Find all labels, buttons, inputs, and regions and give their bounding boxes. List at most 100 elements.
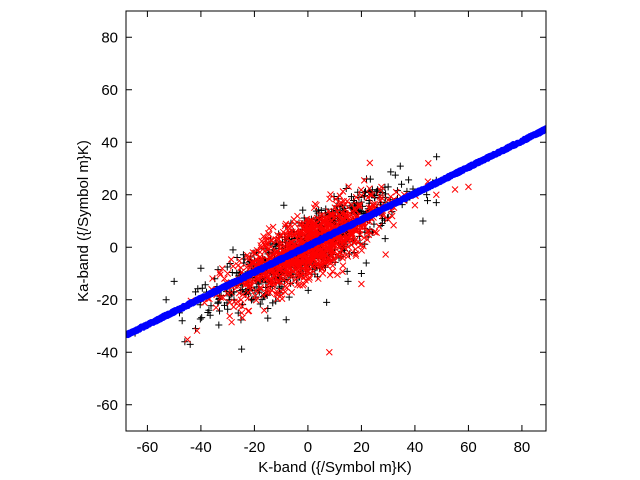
data-point-cross <box>269 223 277 231</box>
data-point-cross <box>239 291 247 298</box>
data-point-cross <box>258 274 265 282</box>
data-point-cross <box>250 259 257 267</box>
data-point-cross <box>244 294 252 302</box>
data-point-cross <box>252 287 260 295</box>
data-point-cross <box>227 256 235 263</box>
data-point-cross <box>344 243 352 251</box>
data-point-cross <box>334 271 341 279</box>
data-point-cross <box>221 275 228 282</box>
data-point-cross <box>357 186 365 194</box>
data-point-cross <box>218 265 226 272</box>
data-point-plus <box>192 288 200 296</box>
data-point-cross <box>244 289 252 297</box>
data-point-cross <box>358 224 366 231</box>
data-point-plus <box>234 309 242 317</box>
data-point-cross <box>352 250 360 258</box>
data-point-cross <box>354 225 362 233</box>
data-point-cross <box>262 276 269 284</box>
data-point-plus <box>405 176 413 184</box>
data-point-cross <box>334 251 342 259</box>
data-point-cross <box>260 307 268 314</box>
x-tick-label: 60 <box>460 439 477 456</box>
data-point-plus <box>201 281 209 289</box>
data-point-cross <box>327 191 334 198</box>
data-point-cross <box>324 223 331 231</box>
data-point-plus <box>178 317 186 325</box>
data-point-plus <box>424 197 432 205</box>
data-point-cross <box>465 183 472 191</box>
data-point-plus <box>207 302 215 310</box>
data-point-cross <box>331 204 339 211</box>
data-point-cross <box>382 251 390 258</box>
data-point-cross <box>263 240 270 248</box>
data-point-plus <box>354 188 362 196</box>
x-tick-label: -20 <box>244 439 266 456</box>
data-point-cross <box>377 186 384 194</box>
data-point-cross <box>257 256 265 264</box>
data-point-plus <box>378 219 386 227</box>
data-point-cross <box>324 258 332 266</box>
data-point-cross <box>330 214 338 222</box>
data-point-cross <box>264 273 271 280</box>
data-point-cross <box>329 268 336 275</box>
x-tick-label: -60 <box>137 439 159 456</box>
data-point-plus <box>344 277 352 285</box>
data-point-cross <box>248 259 256 267</box>
data-point-cross <box>336 201 344 208</box>
data-point-cross <box>299 264 307 272</box>
data-point-cross <box>267 243 275 251</box>
data-point-cross <box>361 223 369 231</box>
data-point-cross <box>345 183 352 190</box>
data-point-plus <box>357 270 365 277</box>
x-tick-label: 0 <box>304 439 312 456</box>
data-point-cross <box>390 221 397 229</box>
y-tick-label: -60 <box>96 397 118 414</box>
data-point-plus <box>215 321 223 329</box>
data-point-cross <box>303 220 311 227</box>
data-point-cross <box>345 249 353 256</box>
data-point-plus <box>366 175 374 183</box>
data-point-plus <box>362 259 370 267</box>
data-point-cross <box>272 290 280 298</box>
data-point-cross <box>360 234 368 242</box>
data-point-cross <box>318 247 326 255</box>
data-point-cross <box>371 228 379 236</box>
data-point-plus <box>433 153 441 161</box>
data-point-plus <box>238 345 246 353</box>
data-point-cross <box>252 296 260 304</box>
data-point-cross <box>287 280 295 287</box>
data-point-plus <box>304 286 312 294</box>
data-point-cross <box>274 278 282 285</box>
data-point-cross <box>356 226 364 234</box>
data-point-cross <box>341 201 349 208</box>
data-point-cross <box>411 201 419 209</box>
data-point-plus <box>398 180 406 188</box>
data-point-cross <box>306 270 314 277</box>
data-point-cross <box>424 159 432 167</box>
data-point-plus <box>312 207 320 215</box>
data-point-cross <box>193 327 201 335</box>
data-point-cross <box>296 271 304 279</box>
data-point-cross <box>384 215 392 223</box>
data-point-cross <box>348 201 356 209</box>
data-point-cross <box>360 177 368 184</box>
x-axis-label: K-band ({/Symbol m}K) <box>258 459 411 476</box>
data-point-cross <box>388 212 396 220</box>
data-point-cross <box>288 273 295 281</box>
data-point-cross <box>339 268 346 275</box>
data-point-cross <box>276 232 284 240</box>
data-point-cross <box>339 251 347 259</box>
data-point-cross <box>296 230 304 238</box>
data-point-plus <box>198 284 206 292</box>
data-point-cross <box>263 289 271 297</box>
data-point-plus <box>300 214 308 222</box>
data-point-cross <box>228 318 235 326</box>
data-point-cross <box>272 249 280 256</box>
data-points-layer <box>126 125 546 356</box>
data-point-cross <box>358 247 366 254</box>
data-point-plus <box>269 299 277 307</box>
x-tick-label: 40 <box>407 439 424 456</box>
data-point-cross <box>257 285 265 293</box>
data-point-cross <box>247 278 254 286</box>
